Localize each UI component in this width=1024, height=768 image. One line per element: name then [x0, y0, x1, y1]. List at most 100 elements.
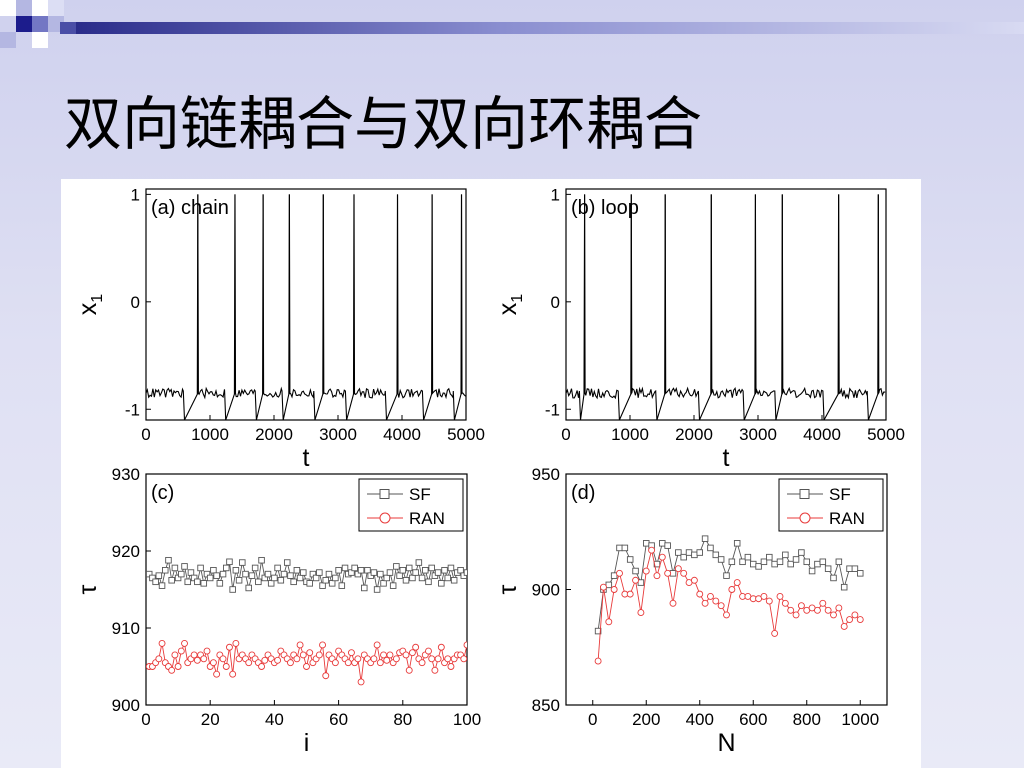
data-point: [293, 567, 301, 574]
panel-label: (a) chain: [151, 197, 229, 219]
legend-label: SF: [829, 485, 851, 504]
x-tick-label: 2000: [255, 425, 293, 444]
data-point: [332, 574, 339, 582]
x-tick-label: 20: [201, 710, 220, 729]
data-point: [165, 556, 172, 564]
data-point: [463, 641, 467, 649]
data-point: [701, 599, 709, 607]
x-axis-label: t: [303, 444, 310, 472]
data-point: [319, 582, 326, 589]
series-ran: [594, 546, 864, 665]
data-point: [680, 553, 687, 561]
x-tick-label: 0: [141, 425, 150, 444]
data-point: [669, 599, 677, 607]
data-point: [428, 564, 435, 572]
data-point: [776, 558, 784, 566]
data-point: [835, 558, 843, 566]
x-tick-label: 1000: [191, 425, 229, 444]
data-point: [271, 574, 278, 582]
data-point: [187, 569, 195, 576]
data-point: [226, 558, 233, 566]
data-point: [258, 556, 265, 564]
data-point: [377, 570, 384, 578]
data-point: [594, 657, 602, 665]
data-point: [197, 564, 204, 572]
data-point: [322, 672, 330, 680]
data-point: [402, 577, 410, 584]
data-point: [235, 577, 243, 584]
data-point: [370, 569, 378, 576]
y-tick-label: 900: [532, 581, 560, 600]
data-point: [422, 567, 429, 574]
data-point: [616, 544, 623, 552]
data-point: [155, 655, 163, 663]
data-point: [293, 655, 301, 663]
legend-label: SF: [409, 485, 431, 504]
x-tick-label: 100: [453, 710, 481, 729]
y-tick-label: 910: [112, 619, 140, 638]
data-point: [444, 655, 452, 663]
data-point: [792, 556, 800, 563]
x-tick-label: 800: [793, 710, 821, 729]
data-point: [733, 579, 741, 587]
data-point: [685, 549, 693, 556]
data-point: [696, 549, 704, 556]
data-point: [766, 553, 773, 561]
data-point: [229, 586, 236, 593]
data-point: [229, 670, 237, 678]
data-point: [851, 611, 859, 619]
data-point: [412, 643, 420, 651]
data-point: [376, 659, 384, 667]
data-point: [357, 678, 365, 686]
data-point: [787, 560, 794, 568]
data-point: [315, 651, 323, 659]
data-point: [659, 540, 666, 547]
data-point: [824, 565, 832, 572]
data-point: [814, 560, 821, 568]
x-tick-label: 600: [739, 710, 767, 729]
x-tick-label: 3000: [319, 425, 357, 444]
data-point: [168, 666, 176, 674]
x-tick-label: 1000: [611, 425, 649, 444]
x-axis-label: i: [304, 729, 310, 757]
data-point: [162, 567, 169, 574]
data-point: [405, 564, 413, 572]
data-point: [181, 563, 188, 570]
x-tick-label: 3000: [739, 425, 777, 444]
data-point: [434, 655, 442, 663]
y-tick-label: 950: [532, 465, 560, 484]
data-point: [776, 592, 784, 600]
data-point: [457, 567, 464, 574]
data-point: [643, 540, 650, 547]
plot-frame: [145, 188, 467, 421]
data-point: [434, 569, 442, 576]
data-point: [402, 651, 410, 659]
figure-panel: 0 1000 2000 3000 4000 5000 -1 0 1 t x1 (a) chain 0 10…: [61, 179, 921, 768]
plot-frame: [565, 188, 887, 421]
data-point: [856, 616, 864, 623]
slide-header-decoration: [0, 0, 1024, 48]
data-point: [331, 659, 339, 667]
series-line: [146, 194, 466, 420]
data-point: [181, 639, 188, 647]
data-point: [325, 570, 333, 578]
data-point: [296, 574, 304, 582]
data-point: [447, 564, 455, 572]
x-tick-label: 2000: [675, 425, 713, 444]
data-point: [386, 569, 394, 576]
data-point: [798, 549, 805, 556]
data-point: [319, 641, 326, 649]
data-point: [277, 577, 285, 584]
data-point: [819, 558, 827, 566]
data-point: [216, 580, 224, 587]
data-point: [728, 558, 736, 566]
data-point: [701, 535, 709, 542]
data-point: [203, 647, 211, 655]
x-tick-label: 200: [632, 710, 660, 729]
data-point: [846, 565, 853, 572]
data-point: [300, 569, 307, 576]
data-point: [717, 556, 725, 563]
data-point: [306, 649, 314, 657]
data-point: [335, 567, 342, 574]
